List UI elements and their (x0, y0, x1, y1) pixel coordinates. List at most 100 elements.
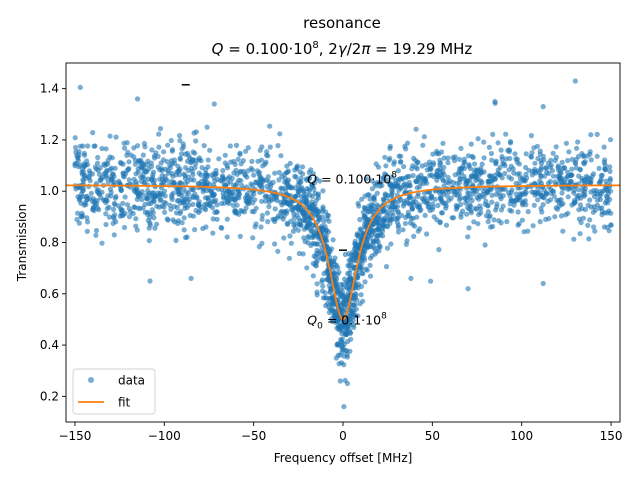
data-point (86, 175, 92, 181)
data-point (458, 195, 464, 201)
data-point (231, 158, 237, 165)
data-point (383, 264, 390, 270)
data-point (456, 156, 463, 162)
data-point (499, 156, 505, 162)
data-point (492, 98, 498, 105)
data-point (272, 216, 278, 222)
data-point (462, 195, 468, 202)
data-point (413, 157, 419, 164)
data-point (259, 216, 265, 222)
data-point (296, 250, 302, 257)
data-point (357, 266, 363, 272)
data-point (555, 163, 561, 169)
data-point (538, 205, 544, 212)
y-tick-label: 0.4 (40, 338, 59, 352)
data-point (312, 241, 318, 247)
data-point (251, 209, 257, 215)
data-point (513, 156, 519, 162)
data-point (371, 194, 377, 200)
data-point (352, 313, 358, 319)
data-point (337, 325, 343, 331)
data-point (232, 196, 238, 202)
data-point (140, 152, 146, 158)
data-point (315, 195, 321, 201)
data-point (414, 214, 420, 220)
data-point (602, 157, 608, 163)
data-point (76, 149, 82, 155)
data-point (319, 277, 325, 283)
data-point (332, 310, 338, 316)
data-point (507, 140, 514, 146)
data-point (254, 168, 260, 174)
data-point (503, 156, 509, 162)
data-point (465, 234, 471, 240)
data-point (435, 172, 441, 179)
data-point (472, 187, 478, 193)
data-point (572, 200, 578, 206)
data-point (470, 182, 476, 188)
data-point (203, 207, 209, 213)
data-point (137, 190, 143, 197)
data-point (439, 199, 445, 205)
data-point (322, 290, 328, 296)
data-point (84, 228, 90, 234)
data-point (495, 140, 501, 146)
data-point (168, 137, 174, 144)
data-point (178, 208, 184, 215)
data-point (359, 196, 365, 202)
data-point (476, 196, 482, 202)
data-point (421, 197, 427, 203)
data-point (320, 295, 327, 301)
data-point (107, 133, 113, 139)
data-point (132, 161, 138, 167)
data-point (369, 186, 375, 192)
data-point (588, 189, 594, 195)
data-point (236, 177, 242, 183)
data-point (134, 196, 140, 202)
data-point (482, 242, 488, 248)
data-point (411, 233, 417, 239)
data-point (545, 180, 552, 186)
data-point (604, 198, 610, 204)
data-point (409, 166, 415, 172)
data-point (393, 181, 399, 187)
data-point (110, 206, 117, 213)
data-point (466, 162, 472, 168)
data-point (538, 180, 545, 186)
data-point (365, 192, 371, 198)
data-point (309, 182, 315, 188)
data-point (446, 197, 452, 203)
data-point (300, 211, 306, 217)
data-point (585, 222, 591, 228)
data-point (502, 170, 508, 177)
data-point (181, 199, 187, 205)
data-point (118, 206, 124, 212)
y-tick-label: 0.8 (40, 236, 59, 250)
data-point (190, 201, 196, 207)
data-point (408, 275, 414, 281)
data-point (339, 349, 345, 355)
data-point (225, 176, 231, 182)
data-point (531, 202, 537, 208)
data-point (483, 213, 489, 219)
data-point (488, 224, 494, 230)
data-point (528, 133, 535, 139)
data-point (506, 190, 512, 196)
data-point (222, 152, 228, 158)
data-point (406, 213, 412, 219)
data-point (478, 178, 484, 184)
data-point (324, 301, 331, 307)
data-point (574, 145, 580, 151)
data-point (493, 191, 499, 198)
data-point (157, 167, 163, 173)
data-point (264, 210, 270, 216)
data-point (140, 205, 146, 211)
data-point (101, 161, 107, 167)
data-point (364, 220, 370, 226)
data-point (380, 233, 386, 239)
data-point (142, 179, 148, 185)
data-point (388, 241, 394, 247)
data-point (154, 221, 160, 227)
data-point (237, 151, 243, 157)
